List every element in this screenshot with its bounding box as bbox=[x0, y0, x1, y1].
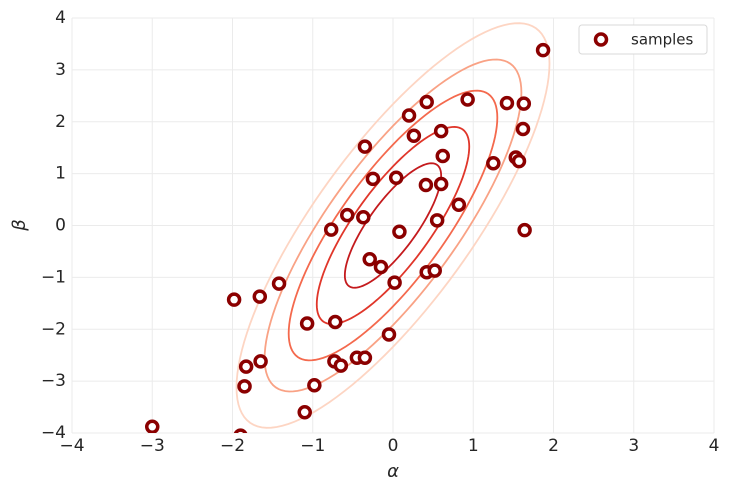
point bbox=[356, 209, 371, 225]
point bbox=[418, 177, 434, 193]
point bbox=[433, 176, 449, 192]
point bbox=[517, 222, 532, 238]
point bbox=[387, 275, 402, 290]
y-tick-label: 2 bbox=[55, 112, 66, 132]
point bbox=[307, 378, 322, 393]
point bbox=[515, 121, 531, 137]
point bbox=[516, 96, 532, 111]
point bbox=[499, 95, 515, 111]
x-tick-label: −2 bbox=[220, 436, 245, 456]
point bbox=[299, 316, 315, 331]
point bbox=[340, 207, 355, 223]
y-tick-label: −1 bbox=[41, 267, 66, 287]
point bbox=[419, 94, 434, 110]
x-tick-label: 1 bbox=[468, 436, 479, 456]
point bbox=[451, 197, 467, 212]
x-tick-label: −3 bbox=[140, 436, 165, 456]
point bbox=[233, 428, 248, 433]
y-tick-label: −3 bbox=[41, 371, 66, 391]
point bbox=[238, 359, 254, 374]
legend-box bbox=[578, 24, 708, 55]
point bbox=[401, 108, 417, 123]
y-tick-label: 3 bbox=[55, 60, 66, 80]
x-tick-label: 4 bbox=[709, 436, 720, 456]
point bbox=[435, 148, 451, 164]
contour bbox=[343, 162, 443, 289]
point bbox=[333, 358, 349, 373]
point bbox=[297, 405, 312, 420]
point bbox=[429, 213, 445, 228]
point bbox=[253, 354, 268, 369]
x-axis-label: α bbox=[387, 461, 399, 482]
point bbox=[226, 292, 242, 307]
x-tick-label: 2 bbox=[548, 436, 559, 456]
point bbox=[511, 153, 527, 169]
point bbox=[237, 379, 252, 394]
point bbox=[535, 42, 551, 58]
point bbox=[357, 350, 373, 366]
point bbox=[365, 171, 381, 187]
legend-marker bbox=[593, 32, 609, 47]
x-tick-label: −4 bbox=[59, 436, 84, 456]
point bbox=[357, 139, 373, 154]
contour bbox=[287, 89, 499, 362]
x-tick-label: −1 bbox=[300, 436, 325, 456]
point bbox=[460, 92, 475, 107]
point bbox=[486, 156, 501, 171]
point bbox=[406, 128, 422, 144]
point bbox=[362, 251, 377, 267]
point bbox=[392, 224, 407, 239]
point bbox=[373, 259, 389, 275]
point bbox=[145, 419, 160, 433]
y-tick-label: 4 bbox=[55, 8, 66, 28]
x-tick-label: 0 bbox=[388, 436, 399, 456]
contour bbox=[235, 22, 551, 429]
y-tick-label: 1 bbox=[55, 164, 66, 184]
point bbox=[427, 263, 442, 278]
y-tick-label: −2 bbox=[41, 319, 66, 339]
point bbox=[323, 222, 339, 237]
contour bbox=[315, 126, 471, 325]
point bbox=[433, 123, 449, 139]
point bbox=[327, 314, 343, 330]
x-tick-label: 3 bbox=[628, 436, 639, 456]
y-tick-label: 0 bbox=[55, 216, 66, 236]
y-axis-label: β bbox=[9, 219, 30, 232]
point bbox=[381, 327, 397, 342]
point bbox=[271, 276, 287, 291]
legend-label: samples bbox=[631, 31, 694, 49]
point bbox=[388, 170, 404, 186]
point bbox=[252, 289, 268, 304]
y-tick-label: −4 bbox=[41, 423, 66, 443]
